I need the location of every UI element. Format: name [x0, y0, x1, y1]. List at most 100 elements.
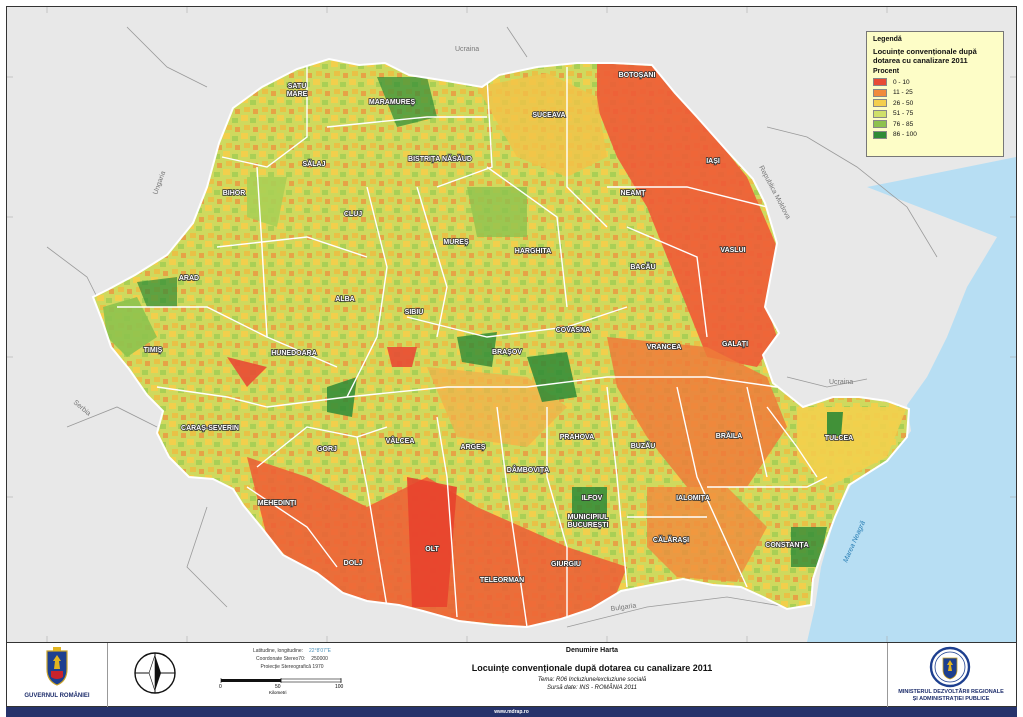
- legend-item: 76 - 85: [873, 119, 997, 130]
- scale-100: 100: [335, 684, 344, 690]
- county-label: OLT: [425, 546, 439, 553]
- map-title-block: Denumire Harta Locuințe convenționale du…: [427, 647, 757, 692]
- county-label: BRAȘOV: [492, 349, 522, 356]
- county-label: CARAȘ-SEVERIN: [181, 425, 239, 432]
- legend-swatch: [873, 78, 887, 87]
- county-label: HUNEDOARA: [271, 350, 317, 357]
- legend-title: Legendă: [873, 36, 902, 43]
- choropleth-map: Ucraina Ucraina Ungaria Republica Moldov…: [7, 7, 1016, 642]
- map-theme: Tema: R06 Incluziune/excluziune socială: [537, 677, 647, 683]
- county-label: ILFOV: [582, 495, 603, 502]
- county-label: BUZĂU: [631, 441, 656, 450]
- ministry-name: MINISTERUL DEZVOLTĂRII REGIONALE ȘI ADMI…: [887, 689, 1015, 703]
- county-label: SUCEAVA: [532, 112, 565, 119]
- label-ukraine-north: Ucraina: [455, 46, 479, 53]
- county-label: CLUJ: [344, 211, 362, 218]
- county-label: TULCEA: [825, 435, 853, 442]
- legend-swatch: [873, 88, 887, 97]
- legend-item: 86 - 100: [873, 130, 997, 141]
- county-label: BOTOȘANI: [619, 72, 656, 79]
- scale-unit: Kilometri: [269, 690, 287, 695]
- county-label: MARAMUREȘ: [369, 99, 416, 106]
- website-link[interactable]: www.mdrap.ro: [494, 709, 529, 715]
- county-label: BRĂILA: [716, 431, 742, 440]
- lat-lon-label: Latitudine, longitudine:: [252, 648, 304, 654]
- romania-territory: [91, 57, 911, 629]
- county-label: IALOMIȚA: [676, 495, 710, 502]
- county-label: COVASNA: [556, 327, 590, 334]
- county-label: ARAD: [179, 275, 199, 282]
- scale-0: 0: [219, 684, 222, 690]
- legend-swatch: [873, 120, 887, 129]
- county-label: DÂMBOVIȚA: [507, 465, 549, 474]
- footer-divider: [107, 643, 108, 707]
- map-frame: Ucraina Ucraina Ungaria Republica Moldov…: [6, 6, 1017, 643]
- county-label: SATU: [288, 83, 307, 90]
- ministry-line1: MINISTERUL DEZVOLTĂRII REGIONALE: [898, 689, 1004, 695]
- county-label: MUNICIPIUL: [568, 514, 610, 521]
- legend-swatch: [873, 130, 887, 139]
- legend-subtitle-line1: Locuințe convenționale după: [873, 47, 977, 56]
- data-source: Sursă date: INS - ROMÂNIA 2011: [546, 685, 638, 691]
- black-sea: [807, 157, 1016, 642]
- county-label: NEAMȚ: [621, 190, 647, 197]
- footer-divider: [887, 643, 888, 707]
- north-arrow-icon: [134, 652, 176, 694]
- county-label: SĂLAJ: [303, 159, 326, 168]
- label-ukraine-south: Ucraina: [829, 379, 853, 386]
- county-label: VASLUI: [720, 247, 745, 254]
- county-label: SIBIU: [405, 309, 424, 316]
- government-name: GUVERNUL ROMÂNIEI: [24, 693, 90, 699]
- county-label: BIHOR: [223, 190, 246, 197]
- ministry-line2: ȘI ADMINISTRAȚIEI PUBLICE: [912, 696, 990, 702]
- county-label: VRANCEA: [647, 344, 682, 351]
- map-title: Locuințe convenționale după dotarea cu c…: [471, 663, 713, 673]
- county-label: PRAHOVA: [560, 434, 594, 441]
- legend-item: 26 - 50: [873, 98, 997, 109]
- county-label: GALAȚI: [722, 341, 748, 348]
- county-label: CONSTANȚA: [765, 542, 808, 549]
- county-label: TIMIȘ: [144, 347, 163, 354]
- map-name-label: Denumire Harta: [565, 647, 619, 654]
- county-label: MUREȘ: [443, 239, 469, 246]
- legend-label: 11 - 25: [893, 89, 913, 97]
- county-label: MARE: [287, 91, 308, 98]
- ministry-emblem-icon: [929, 646, 971, 688]
- county-label: GORJ: [317, 446, 337, 453]
- legend-swatch: [873, 109, 887, 118]
- scale-50: 50: [275, 684, 281, 690]
- county-label: BACĂU: [630, 262, 655, 271]
- website-bar: www.mdrap.ro: [6, 707, 1017, 717]
- county-label: GIURGIU: [551, 561, 581, 568]
- legend: Legendă Locuințe convenționale după dota…: [866, 31, 1004, 157]
- county-label: BISTRIȚA NĂSĂUD: [408, 154, 472, 163]
- legend-item: 0 - 10: [873, 77, 997, 88]
- county-label: VÂLCEA: [386, 436, 415, 445]
- legend-subtitle-line2: dotarea cu canalizare 2011: [873, 56, 968, 65]
- legend-item: 51 - 75: [873, 109, 997, 120]
- legend-classes: 0 - 10 11 - 25 26 - 50 51 - 75 76 - 85 86 - 1…: [873, 77, 997, 140]
- county-label: ARGEȘ: [461, 444, 486, 451]
- county-label: MEHEDINȚI: [258, 500, 297, 507]
- stereo-value: 250000: [311, 656, 328, 662]
- neighbor-borders: [46, 26, 938, 628]
- county-label: BUCUREȘTI: [568, 522, 609, 529]
- graticule-ticks: [7, 7, 1016, 642]
- label-bulgaria: Bulgaria: [610, 602, 637, 613]
- legend-label: 76 - 85: [893, 120, 914, 128]
- county-label: ALBA: [335, 296, 354, 303]
- legend-label: 51 - 75: [893, 110, 914, 118]
- county-label: DOLJ: [344, 560, 363, 567]
- county-label: CĂLĂRAȘI: [653, 535, 689, 544]
- romania-coat-of-arms-icon: [46, 647, 68, 686]
- map-footer: GUVERNUL ROMÂNIEI Latitudine, longitudin…: [6, 643, 1017, 707]
- legend-item: 11 - 25: [873, 88, 997, 99]
- county-label: IAȘI: [706, 158, 720, 165]
- legend-label: 26 - 50: [893, 99, 914, 107]
- stereo-label: Coordonate Stereo70:: [256, 656, 306, 662]
- county-label: HARGHITA: [515, 248, 551, 255]
- legend-label: 86 - 100: [893, 131, 917, 139]
- lat-lon-value: 22°8'07"E: [309, 648, 331, 654]
- legend-label: 0 - 10: [893, 78, 910, 86]
